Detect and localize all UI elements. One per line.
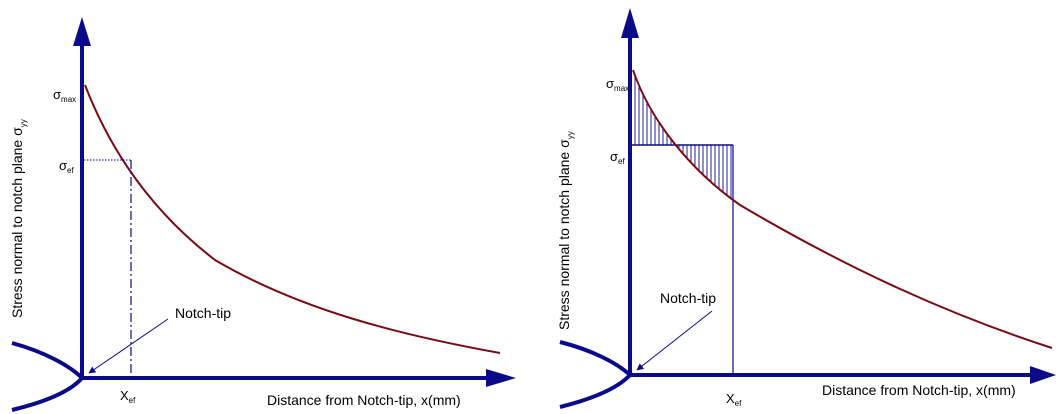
right-stress-curve xyxy=(632,69,1053,349)
left-x-ef-label: Xef xyxy=(120,388,136,405)
right-panel: Stress normal to notch plane σyy σmax σe… xyxy=(556,8,1056,409)
right-y-axis-label: Stress normal to notch plane σyy xyxy=(556,131,575,330)
left-notch-tip-label: Notch-tip xyxy=(175,305,231,321)
right-x-axis-label: Distance from Notch-tip, x(mm) xyxy=(822,382,1016,398)
left-panel: Stress normal to notch plane σyy σmax σe… xyxy=(9,17,516,412)
right-x-axis-arrowhead xyxy=(1030,366,1056,384)
right-x-ef-label: Xef xyxy=(726,391,742,408)
left-y-axis-arrowhead xyxy=(73,17,91,46)
left-x-axis-arrowhead xyxy=(486,369,516,387)
left-y-axis-label: Stress normal to notch plane σyy xyxy=(9,119,28,318)
left-sigma-max-label: σmax xyxy=(53,87,76,104)
left-stress-curve xyxy=(84,84,501,354)
left-notch-outline xyxy=(11,341,85,412)
right-notch-tip-label: Notch-tip xyxy=(660,290,716,306)
left-x-axis-label: Distance from Notch-tip, x(mm) xyxy=(267,392,461,408)
right-y-axis-arrowhead xyxy=(621,8,639,38)
right-sigma-ef-label: σef xyxy=(610,149,625,166)
left-notch-tip-pointer xyxy=(88,318,169,374)
right-hatch-lines xyxy=(634,75,732,199)
left-sigma-ef-label: σef xyxy=(59,158,74,175)
right-sigma-max-label: σmax xyxy=(606,76,629,93)
right-notch-tip-pointer xyxy=(636,310,713,371)
right-notch-outline xyxy=(559,340,633,409)
